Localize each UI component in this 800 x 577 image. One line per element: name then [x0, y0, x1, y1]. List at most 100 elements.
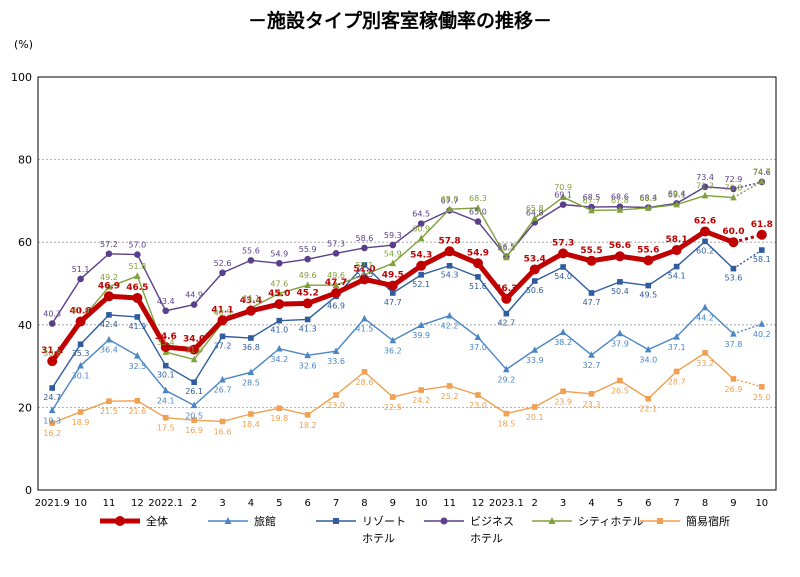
- data-point: [48, 406, 56, 414]
- data-point: [162, 414, 169, 421]
- data-label: 73.4: [696, 173, 714, 182]
- data-label: 52.6: [214, 259, 232, 268]
- data-point: [446, 205, 453, 212]
- data-label: 71.3: [696, 182, 714, 191]
- data-point: [503, 410, 510, 417]
- data-point: [558, 248, 569, 259]
- data-point: [191, 379, 197, 386]
- legend-label: 簡易宿所: [686, 514, 730, 528]
- data-label: 18.9: [72, 418, 90, 427]
- data-label: 57.0: [128, 241, 146, 250]
- data-point: [219, 269, 226, 277]
- data-label: 42.4: [100, 320, 118, 329]
- data-point: [472, 258, 483, 269]
- data-label: 64.5: [412, 210, 430, 219]
- x-tick-label: 2022.1: [148, 498, 183, 509]
- data-label: 41.3: [299, 324, 317, 333]
- series-line-provisional: [733, 249, 763, 270]
- data-point: [645, 282, 652, 289]
- data-label: 72.9: [725, 175, 743, 184]
- data-point: [106, 398, 112, 405]
- data-point: [588, 390, 595, 397]
- data-label: 32.6: [299, 361, 317, 370]
- data-point: [390, 394, 396, 400]
- data-label: 51.6: [469, 282, 487, 291]
- data-label: 54.9: [467, 248, 489, 258]
- legend-label: リゾート: [362, 515, 406, 528]
- data-point: [531, 404, 538, 410]
- data-point: [417, 321, 425, 329]
- data-label: 40.3: [43, 310, 61, 319]
- series-line-provisional: [733, 323, 763, 335]
- series-line-provisional: [733, 180, 763, 199]
- data-label: 34.6: [155, 332, 177, 342]
- data-label: 60.9: [412, 224, 430, 233]
- x-tick-label: 2023.1: [489, 498, 524, 509]
- data-label: 54.3: [441, 271, 459, 280]
- data-label: 31.2: [41, 346, 63, 356]
- data-point: [361, 369, 368, 375]
- data-point: [702, 238, 708, 245]
- data-label: 49.2: [100, 273, 118, 282]
- data-point: [134, 272, 141, 279]
- data-point: [475, 392, 481, 398]
- series-line: [51, 352, 734, 424]
- data-label: 47.7: [583, 298, 601, 307]
- grid-lines: [38, 159, 776, 408]
- data-label: 17.5: [157, 424, 175, 433]
- data-point: [671, 245, 682, 256]
- data-label: 56.6: [609, 241, 631, 251]
- y-tick-label: 80: [18, 154, 32, 167]
- data-point: [617, 377, 623, 384]
- y-tick-label: 100: [11, 71, 32, 84]
- data-label: 44.2: [696, 313, 714, 322]
- data-label: 19.3: [43, 416, 61, 425]
- data-labels: 31.2 40.8 46.9 46.5 34.6 34.0 41.1 43.4 45.0 45.2…: [41, 167, 773, 438]
- data-label: 68.0: [441, 195, 459, 204]
- data-label: 37.9: [611, 339, 629, 348]
- data-point: [105, 250, 113, 258]
- data-label: 28.5: [242, 378, 260, 387]
- data-label: 52.1: [356, 261, 374, 270]
- x-tick-label: 2021.9: [35, 498, 70, 509]
- axes: 0 20 40 60 80 100 2021.9 10 11 12 2022.1 2 3 4 5 6 7 8 9 10…: [11, 71, 777, 509]
- data-point: [390, 290, 396, 296]
- data-point: [332, 281, 340, 288]
- data-label: 54.0: [554, 272, 572, 281]
- data-point: [389, 259, 397, 267]
- data-point: [673, 200, 680, 208]
- data-label: 28.7: [668, 377, 686, 386]
- data-point: [673, 368, 680, 375]
- data-label: 45.0: [268, 289, 290, 299]
- data-label: 41.5: [356, 325, 374, 334]
- data-point: [105, 335, 113, 343]
- data-label: 30.1: [157, 371, 175, 380]
- data-point: [49, 385, 55, 391]
- data-point: [644, 204, 652, 211]
- data-label: 54.9: [270, 249, 288, 258]
- data-label: 33.4: [157, 338, 175, 347]
- data-label: 23.0: [327, 401, 345, 410]
- data-point: [730, 193, 737, 201]
- data-label: 60.2: [696, 246, 714, 255]
- data-label: 33.9: [526, 356, 544, 365]
- data-point: [474, 333, 482, 340]
- data-point: [559, 201, 567, 208]
- data-label: 49.6: [327, 271, 345, 280]
- data-label: 69.1: [668, 191, 686, 200]
- data-label: 51.1: [72, 265, 90, 274]
- data-point: [331, 287, 342, 298]
- data-point: [446, 311, 453, 319]
- data-label: 16.2: [43, 429, 61, 438]
- data-label: 38.2: [554, 338, 572, 347]
- data-point: [219, 418, 226, 425]
- data-label: 56.5: [497, 243, 515, 252]
- data-label: 68.5: [583, 193, 601, 202]
- data-point: [304, 281, 311, 288]
- data-point: [219, 333, 226, 340]
- legend-label: ビジネス: [470, 515, 514, 528]
- data-label: 74.6: [753, 168, 771, 177]
- data-label: 35.3: [72, 349, 90, 358]
- data-point: [417, 234, 425, 242]
